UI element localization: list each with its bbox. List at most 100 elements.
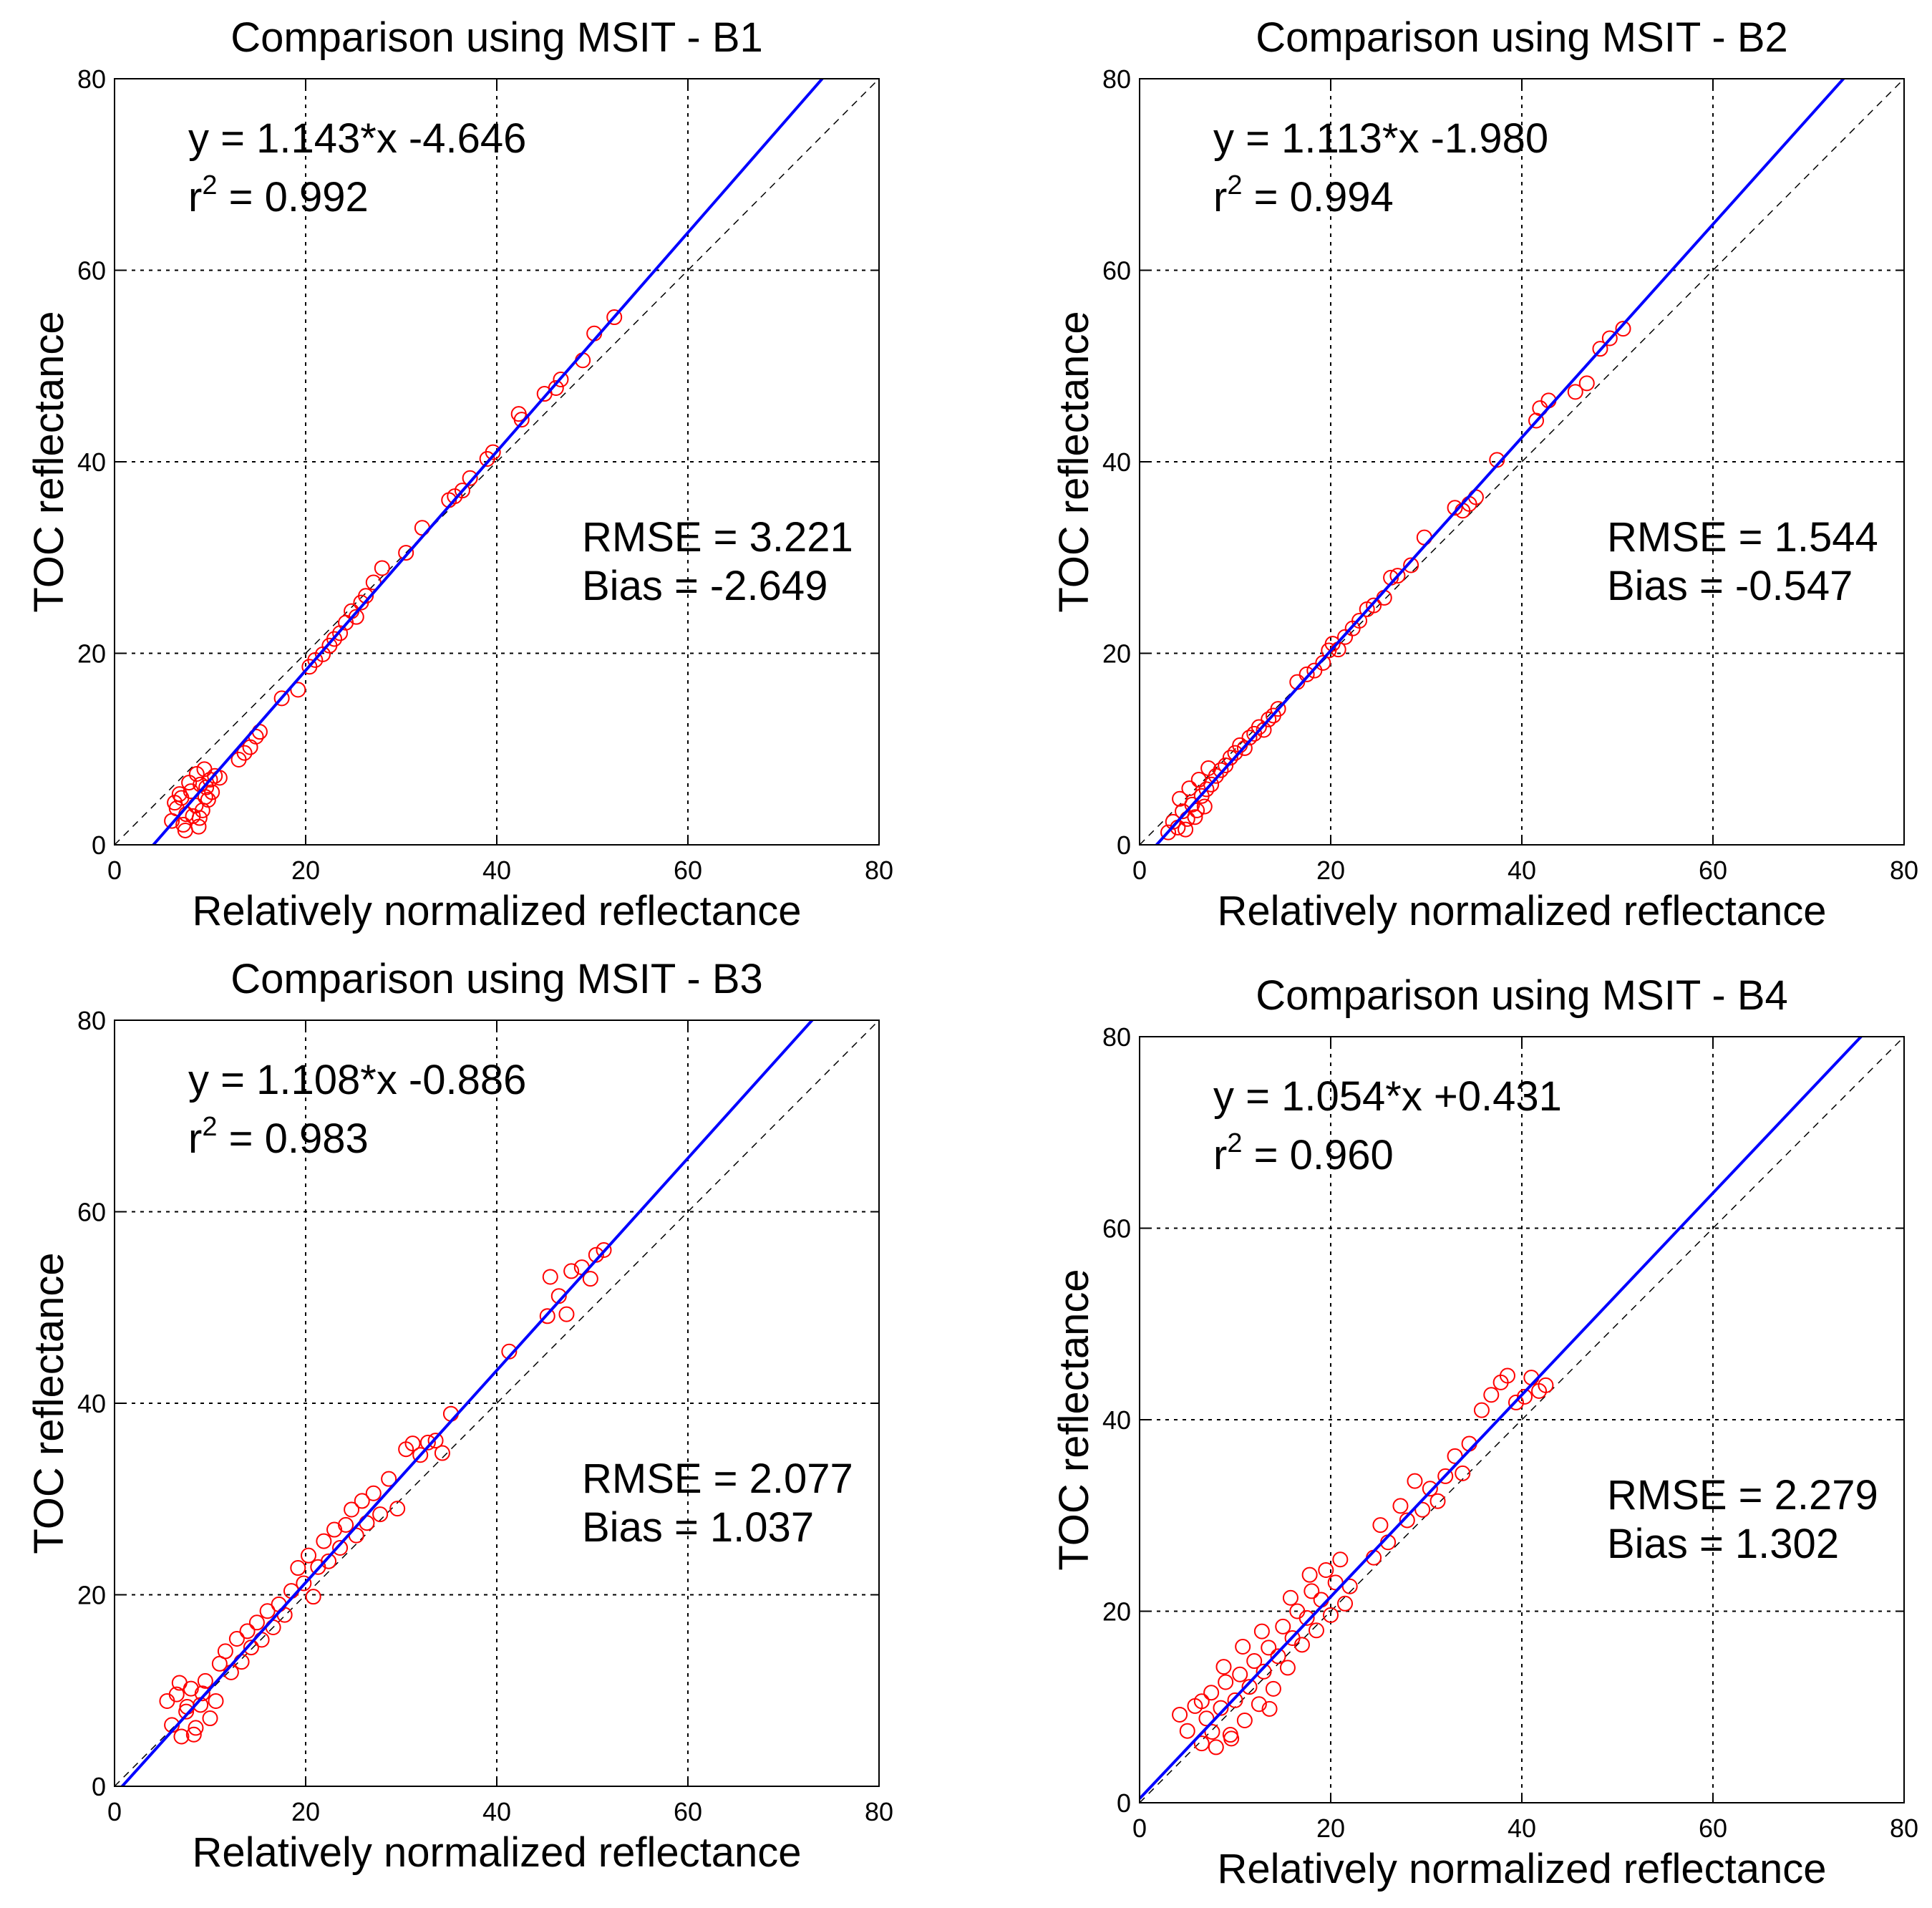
y-tick-label: 20 (1102, 639, 1131, 669)
data-point (1222, 750, 1238, 766)
x-tick-label: 20 (1316, 856, 1345, 885)
data-point (1270, 701, 1286, 717)
data-point (1261, 1700, 1278, 1717)
data-point (1241, 1679, 1258, 1695)
y-tick-label: 20 (77, 1581, 106, 1610)
regression-line (120, 1020, 815, 1786)
data-point (1275, 1618, 1291, 1635)
data-point (1218, 757, 1234, 773)
data-point (1261, 711, 1277, 727)
data-point (1236, 1712, 1253, 1728)
x-tick-label: 20 (291, 1797, 320, 1826)
data-point (558, 1306, 575, 1322)
data-point (1499, 1367, 1515, 1384)
data-point (305, 1589, 321, 1605)
data-point (348, 609, 364, 625)
data-point (1601, 330, 1618, 347)
data-point (1422, 1481, 1438, 1497)
y-tick-label: 0 (92, 1772, 106, 1801)
data-point (404, 1435, 421, 1452)
x-tick-label: 80 (865, 1797, 893, 1826)
data-point (582, 1271, 598, 1287)
data-point (606, 309, 623, 326)
data-point (1372, 1517, 1389, 1534)
r-squared: r2 = 0.994 (1213, 170, 1394, 221)
data-point (398, 545, 414, 561)
y-tick-label: 60 (1102, 256, 1131, 286)
rmse-label: RMSE = 2.279 (1607, 1472, 1878, 1519)
data-point (1414, 1501, 1431, 1518)
data-point (1578, 375, 1595, 392)
data-point (194, 1685, 210, 1702)
chart-panel-b2: 0 20 40 60 80 0 20 40 60 80 Comparison using MSIT … (1051, 14, 1918, 934)
data-point (188, 766, 205, 783)
y-axis-label: TOC reflectance (26, 1252, 72, 1554)
data-point (1181, 780, 1198, 797)
data-point (1298, 1609, 1315, 1626)
y-tick-label: 60 (1102, 1214, 1131, 1244)
y-tick-label: 80 (77, 64, 106, 94)
data-point (1193, 1735, 1210, 1752)
y-axis-label: TOC reflectance (1051, 311, 1097, 612)
data-point (167, 795, 183, 811)
data-point (1538, 1377, 1554, 1393)
y-tick-label: 0 (92, 830, 106, 860)
data-point (1178, 821, 1194, 838)
data-point (1213, 762, 1229, 778)
y-axis-label: TOC reflectance (26, 311, 72, 612)
data-point (173, 1728, 190, 1745)
x-tick-label: 60 (674, 856, 702, 885)
r-squared-exponent: 2 (202, 170, 217, 200)
rmse-label: RMSE = 3.221 (582, 514, 853, 561)
data-point (1187, 809, 1203, 825)
y-tick-label: 0 (1117, 830, 1131, 860)
x-tick-label: 0 (1132, 1813, 1147, 1843)
data-point (1567, 384, 1583, 400)
data-point (1172, 790, 1188, 807)
data-point (389, 1501, 406, 1517)
data-point (1615, 321, 1631, 337)
data-point (1198, 781, 1215, 798)
data-point (1323, 1607, 1339, 1623)
data-point (1318, 1561, 1334, 1578)
data-point (553, 371, 569, 387)
regression-equation: y = 1.054*x +0.431 (1213, 1073, 1562, 1120)
data-point (1218, 1674, 1234, 1690)
data-point (354, 1493, 370, 1509)
data-point (1196, 798, 1213, 815)
x-tick-label: 80 (1890, 856, 1918, 885)
rmse-label: RMSE = 2.077 (582, 1456, 853, 1502)
y-tick-label: 40 (77, 447, 106, 477)
data-point (273, 690, 290, 707)
chart-title: Comparison using MSIT - B1 (230, 14, 763, 61)
data-point (321, 1553, 337, 1569)
data-point (1332, 1551, 1349, 1568)
data-point (301, 1547, 317, 1564)
data-point (344, 1501, 360, 1518)
data-point (1256, 722, 1272, 738)
bias-label: Bias = 1.037 (582, 1504, 814, 1551)
data-point (548, 380, 564, 397)
data-point (236, 745, 253, 761)
x-axis-label: Relatively normalized reflectance (192, 1829, 801, 1876)
data-point (1337, 1595, 1354, 1612)
data-point (228, 1631, 245, 1647)
data-point (1208, 1739, 1224, 1756)
x-tick-label: 0 (107, 856, 122, 885)
data-point (204, 784, 220, 800)
data-point (259, 1603, 276, 1619)
data-point (1251, 1696, 1267, 1713)
r-squared-value: = 0.983 (217, 1115, 368, 1162)
x-tick-label: 40 (1508, 1813, 1536, 1843)
data-point (427, 1433, 444, 1449)
regression-line (151, 79, 825, 845)
regression-equation: y = 1.108*x -0.886 (188, 1057, 526, 1103)
data-point (197, 1672, 213, 1689)
bias-label: Bias = -0.547 (1607, 563, 1853, 609)
y-tick-label: 20 (77, 639, 106, 669)
data-point (316, 1533, 332, 1549)
chart-title: Comparison using MSIT - B4 (1256, 972, 1788, 1019)
data-point (217, 1643, 233, 1660)
data-point (1200, 760, 1217, 776)
